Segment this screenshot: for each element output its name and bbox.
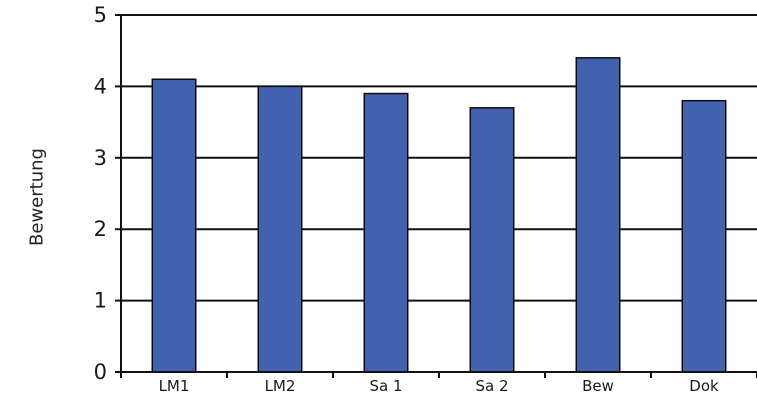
y-tick-label: 1	[94, 289, 107, 313]
bars	[151, 57, 727, 373]
y-tick-label: 0	[94, 360, 107, 384]
x-tick-label: Sa 1	[369, 377, 402, 395]
bar-lm1	[151, 78, 197, 373]
y-tick-label: 4	[94, 74, 107, 98]
bar-dok	[681, 99, 727, 373]
bar-lm2	[257, 85, 303, 373]
x-tick-label: Bew	[582, 377, 614, 395]
bar-bew	[575, 57, 621, 373]
bar-sa-2	[469, 107, 515, 373]
bar-sa-1	[363, 92, 409, 373]
y-tick-label: 2	[94, 217, 107, 241]
y-tick-label: 5	[94, 3, 107, 27]
x-tick-label: LM1	[159, 377, 190, 395]
tick-labels: 0 1 2 3 4 5 LM1 LM2 Sa 1 Sa 2 Bew Dok	[94, 3, 719, 395]
gridlines	[121, 14, 757, 302]
axes	[115, 14, 757, 378]
x-tick-label: LM2	[265, 377, 296, 395]
y-tick-label: 3	[94, 146, 107, 170]
x-tick-label: Dok	[689, 377, 719, 395]
x-tick-label: Sa 2	[475, 377, 508, 395]
